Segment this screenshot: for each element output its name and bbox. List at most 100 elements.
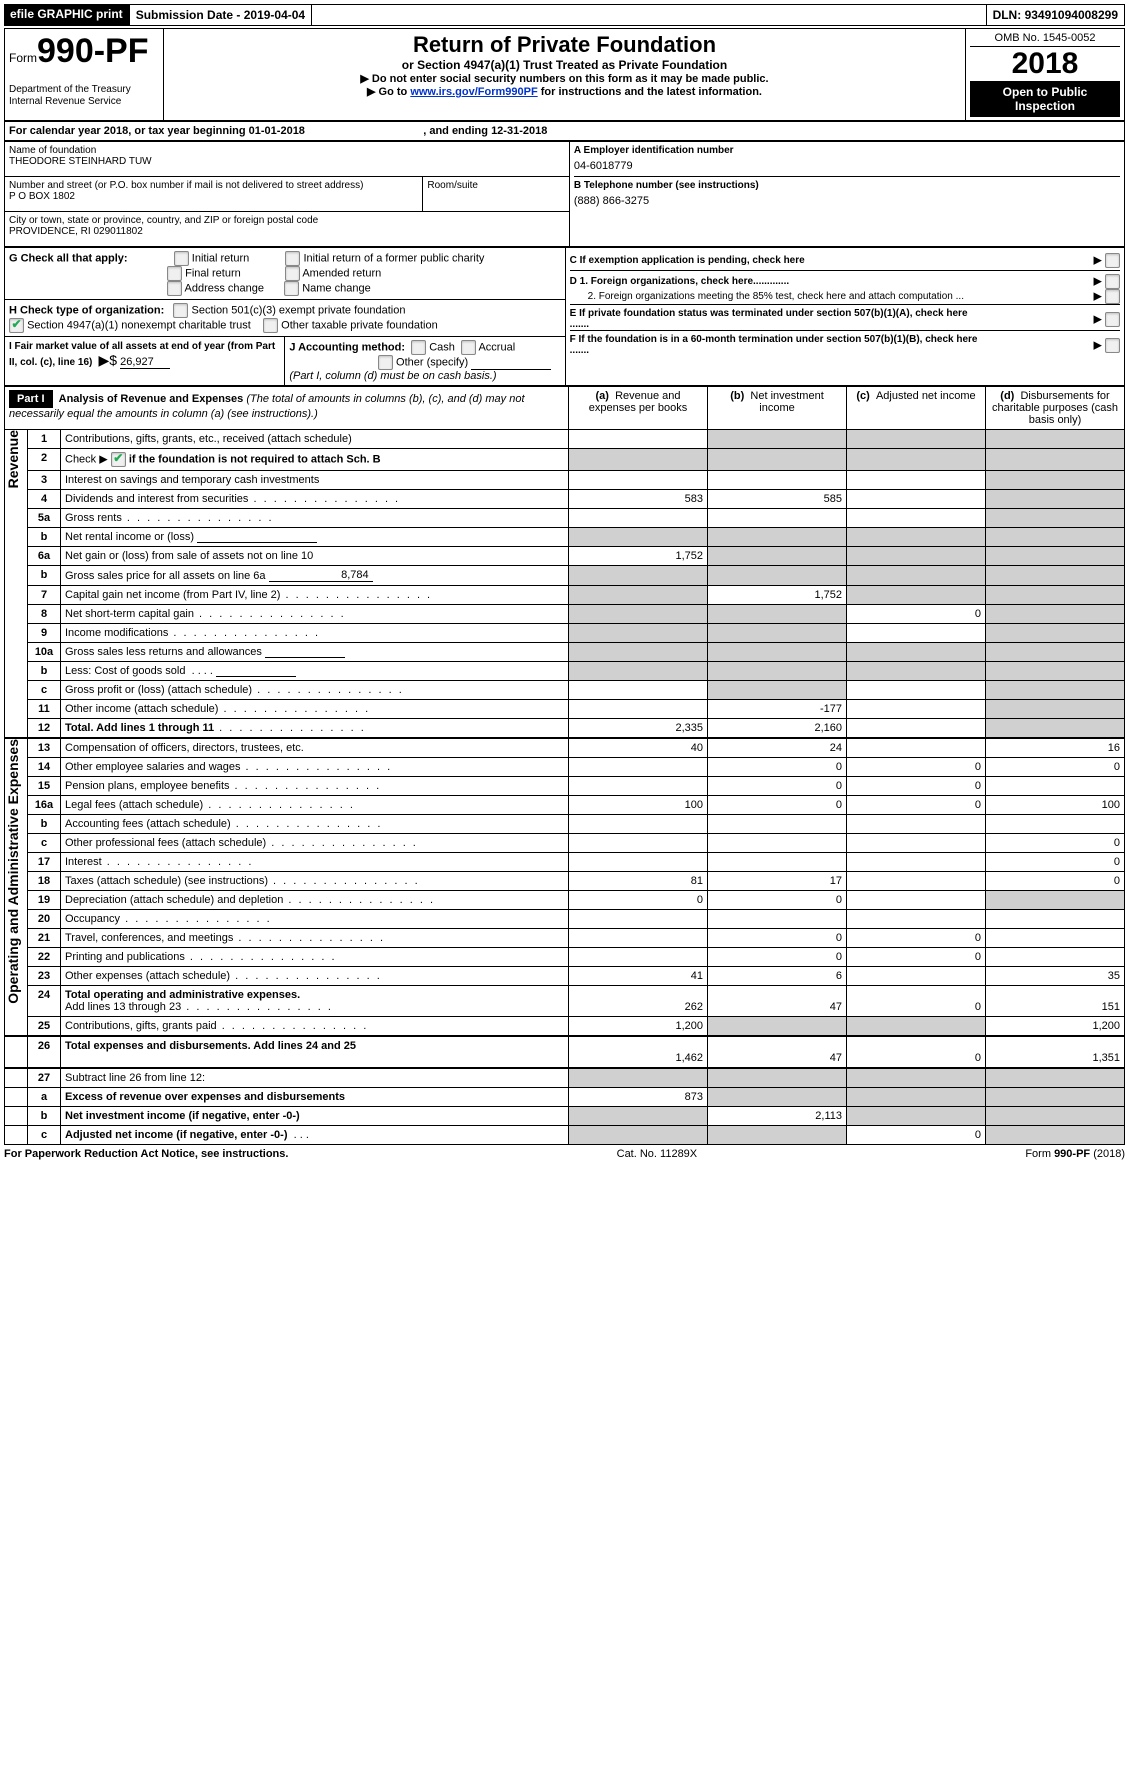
footer-mid: Cat. No. 11289X [617,1148,698,1160]
c-label: C If exemption application is pending, c… [570,255,805,266]
line-13: Compensation of officers, directors, tru… [61,738,569,758]
h3-checkbox[interactable] [263,318,278,333]
j-accrual-checkbox[interactable] [461,340,476,355]
schB-checkbox[interactable] [111,452,126,467]
c-checkbox[interactable] [1105,253,1120,268]
open-inspection: Open to Public Inspection [970,81,1120,117]
line-27a: Excess of revenue over expenses and disb… [61,1088,569,1107]
amended-return-checkbox[interactable] [285,266,300,281]
line-20: Occupancy [61,910,569,929]
ein-value: 04-6018779 [574,156,1120,176]
h1-checkbox[interactable] [173,303,188,318]
irs-label: Internal Revenue Service [9,96,121,107]
line-22: Printing and publications [61,948,569,967]
f-label: F If the foundation is in a 60-month ter… [570,334,990,356]
line-17: Interest [61,853,569,872]
initial-return-checkbox[interactable] [174,251,189,266]
line-27b: Net investment income (if negative, ente… [61,1107,569,1126]
line-27: Subtract line 26 from line 12: [61,1068,569,1088]
line-5b: Net rental income or (loss) [61,528,569,547]
phone-label: B Telephone number (see instructions) [574,180,1120,191]
final-return-checkbox[interactable] [167,266,182,281]
footer-left: For Paperwork Reduction Act Notice, see … [4,1148,288,1160]
efile-label: efile GRAPHIC print [4,4,129,26]
form-prefix: Form [9,51,37,65]
line-9: Income modifications [61,624,569,643]
top-bar: efile GRAPHIC print Submission Date - 20… [4,4,1125,26]
d1-label: D 1. Foreign organizations, check here..… [570,276,790,287]
line-3: Interest on savings and temporary cash i… [61,471,569,490]
d2-checkbox[interactable] [1105,289,1120,304]
ein-label: A Employer identification number [574,145,1120,156]
submission-date: Submission Date - 2019-04-04 [129,4,312,26]
line-16a: Legal fees (attach schedule) [61,796,569,815]
line-16c: Other professional fees (attach schedule… [61,834,569,853]
j-note: (Part I, column (d) must be on cash basi… [289,370,496,382]
f-checkbox[interactable] [1105,338,1120,353]
line-6a: Net gain or (loss) from sale of assets n… [61,547,569,566]
e-label: E If private foundation status was termi… [570,308,990,330]
d2-label: 2. Foreign organizations meeting the 85%… [570,291,964,302]
form-title: Return of Private Foundation [168,32,961,58]
address-change-checkbox[interactable] [167,281,182,296]
name-change-checkbox[interactable] [284,281,299,296]
line-10b: Less: Cost of goods sold . . . . [61,662,569,681]
i-value: 26,927 [120,356,170,369]
line-24: Total operating and administrative expen… [61,986,569,1017]
d1-checkbox[interactable] [1105,274,1120,289]
line-10c: Gross profit or (loss) (attach schedule) [61,681,569,700]
line-11: Other income (attach schedule) [61,700,569,719]
goto-note: ▶ Go to www.irs.gov/Form990PF for instru… [168,85,961,98]
j-label: J Accounting method: [289,341,405,353]
foundation-name: THEODORE STEINHARD TUW [9,156,565,167]
footer-right: Form 990-PF (2018) [1025,1148,1125,1160]
entity-block: Name of foundation THEODORE STEINHARD TU… [4,141,1125,247]
name-label: Name of foundation [9,145,565,156]
line-26: Total expenses and disbursements. Add li… [61,1036,569,1068]
form-subtitle: or Section 4947(a)(1) Trust Treated as P… [168,58,961,72]
part1-label: Part I [9,390,53,408]
line-19: Depreciation (attach schedule) and deple… [61,891,569,910]
line-2: Check ▶ if the foundation is not require… [61,449,569,471]
initial-former-checkbox[interactable] [285,251,300,266]
line-18: Taxes (attach schedule) (see instruction… [61,872,569,891]
line-5a: Gross rents [61,509,569,528]
line-15: Pension plans, employee benefits [61,777,569,796]
line-7: Capital gain net income (from Part IV, l… [61,586,569,605]
part1-title: Analysis of Revenue and Expenses [59,393,244,405]
line-6b: Gross sales price for all assets on line… [61,566,569,586]
expense-section-label: Operating and Administrative Expenses [5,739,21,1004]
page-footer: For Paperwork Reduction Act Notice, see … [4,1145,1125,1160]
h2-checkbox[interactable] [9,318,24,333]
line-8: Net short-term capital gain [61,605,569,624]
form-number: 990-PF [37,32,149,70]
g-label: G Check all that apply: [9,252,128,264]
instructions-link[interactable]: www.irs.gov/Form990PF [410,86,537,98]
line-16b: Accounting fees (attach schedule) [61,815,569,834]
line-10a: Gross sales less returns and allowances [61,643,569,662]
city-value: PROVIDENCE, RI 029011802 [9,226,565,237]
part1-table: Part I Analysis of Revenue and Expenses … [4,386,1125,1145]
h-label: H Check type of organization: [9,304,164,316]
form-header: Form990-PF Department of the Treasury In… [4,28,1125,121]
line-21: Travel, conferences, and meetings [61,929,569,948]
line-25: Contributions, gifts, grants paid [61,1017,569,1037]
line-23: Other expenses (attach schedule) [61,967,569,986]
calendar-year-row: For calendar year 2018, or tax year begi… [4,121,1125,141]
phone-value: (888) 866-3275 [574,191,1120,211]
col-b-header: Net investment income [750,390,823,414]
line-1: Contributions, gifts, grants, etc., rece… [61,430,569,449]
room-label: Room/suite [427,180,565,191]
dept-label: Department of the Treasury [9,84,131,95]
top-spacer [312,4,985,26]
col-c-header: Adjusted net income [876,390,976,402]
omb-number: OMB No. 1545-0052 [970,32,1120,47]
addr-value: P O BOX 1802 [9,191,418,202]
line-4: Dividends and interest from securities [61,490,569,509]
j-other-checkbox[interactable] [378,355,393,370]
line-14: Other employee salaries and wages [61,758,569,777]
e-checkbox[interactable] [1105,312,1120,327]
j-cash-checkbox[interactable] [411,340,426,355]
tax-year: 2018 [970,47,1120,81]
checks-block: G Check all that apply: Initial return I… [4,247,1125,386]
